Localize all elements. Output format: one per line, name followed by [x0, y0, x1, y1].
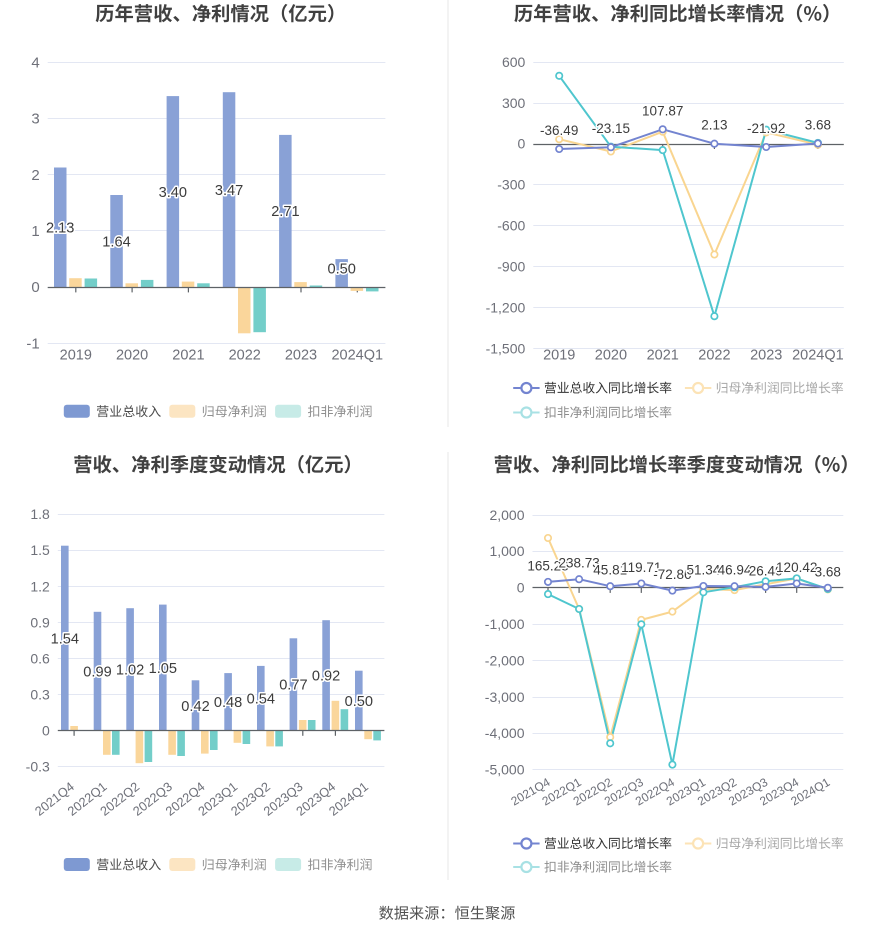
svg-text:45.81: 45.81 [593, 563, 627, 578]
svg-text:4: 4 [31, 54, 39, 71]
svg-text:-21.92: -21.92 [747, 121, 785, 136]
svg-text:0.42: 0.42 [181, 699, 209, 715]
svg-text:165.28: 165.28 [527, 558, 568, 573]
svg-text:1: 1 [31, 223, 39, 240]
svg-text:1.05: 1.05 [149, 661, 177, 677]
svg-text:-600: -600 [497, 218, 525, 234]
svg-text:2019: 2019 [543, 348, 575, 364]
svg-text:3: 3 [31, 111, 39, 128]
svg-text:1.2: 1.2 [30, 578, 50, 594]
svg-text:-300: -300 [497, 177, 525, 193]
svg-text:2023: 2023 [750, 348, 782, 364]
svg-text:0: 0 [42, 723, 50, 739]
svg-text:238.73: 238.73 [558, 556, 599, 571]
svg-text:2.13: 2.13 [701, 118, 727, 133]
svg-text:-900: -900 [497, 259, 525, 275]
svg-text:0.50: 0.50 [327, 262, 355, 278]
svg-text:120.42: 120.42 [776, 560, 817, 575]
svg-text:-1,000: -1,000 [485, 616, 525, 632]
svg-text:0: 0 [517, 580, 525, 596]
svg-text:300: 300 [502, 95, 526, 111]
svg-text:2022: 2022 [229, 348, 261, 364]
svg-text:3.68: 3.68 [815, 564, 841, 579]
svg-text:2,000: 2,000 [489, 507, 524, 523]
svg-text:-0.3: -0.3 [26, 759, 50, 775]
svg-text:2020: 2020 [595, 348, 627, 364]
svg-text:2022: 2022 [698, 348, 730, 364]
svg-text:2021: 2021 [172, 348, 204, 364]
svg-text:-3,000: -3,000 [485, 689, 525, 705]
svg-text:-5,000: -5,000 [485, 762, 525, 778]
svg-text:0.9: 0.9 [30, 614, 50, 630]
svg-text:0.50: 0.50 [345, 694, 373, 710]
svg-text:3.47: 3.47 [215, 183, 243, 199]
svg-text:2021: 2021 [647, 348, 679, 364]
svg-text:-23.15: -23.15 [592, 121, 630, 136]
svg-text:0: 0 [31, 279, 39, 296]
svg-text:0.54: 0.54 [247, 692, 275, 708]
svg-text:-1,500: -1,500 [486, 340, 526, 356]
svg-text:-1,200: -1,200 [486, 299, 526, 315]
svg-text:46.94: 46.94 [718, 563, 752, 578]
svg-text:-2,000: -2,000 [485, 652, 525, 668]
svg-text:0.48: 0.48 [214, 695, 242, 711]
svg-text:2024Q1: 2024Q1 [331, 348, 383, 364]
svg-text:0.99: 0.99 [83, 665, 111, 681]
svg-text:-4,000: -4,000 [485, 725, 525, 741]
svg-text:0.92: 0.92 [312, 669, 340, 685]
svg-text:2019: 2019 [60, 348, 92, 364]
svg-text:3.40: 3.40 [159, 185, 187, 201]
svg-text:1.8: 1.8 [30, 506, 50, 522]
svg-text:0.6: 0.6 [30, 650, 50, 666]
svg-text:1.5: 1.5 [30, 542, 50, 558]
svg-text:26.40: 26.40 [749, 563, 783, 578]
svg-text:51.34: 51.34 [687, 563, 721, 578]
svg-text:1.64: 1.64 [102, 234, 130, 250]
svg-text:1.02: 1.02 [116, 663, 144, 679]
svg-text:1,000: 1,000 [489, 543, 524, 559]
svg-text:600: 600 [502, 54, 526, 70]
svg-text:2.13: 2.13 [46, 221, 74, 237]
svg-text:119.71: 119.71 [621, 560, 661, 575]
svg-text:0.3: 0.3 [30, 687, 50, 703]
svg-text:-72.86: -72.86 [653, 567, 691, 582]
svg-text:0.77: 0.77 [279, 678, 307, 694]
svg-text:2.71: 2.71 [271, 204, 299, 220]
svg-text:2023: 2023 [285, 348, 317, 364]
svg-text:1.54: 1.54 [51, 632, 79, 648]
svg-text:107.87: 107.87 [642, 103, 683, 118]
svg-text:3.68: 3.68 [805, 118, 831, 133]
svg-text:-36.49: -36.49 [540, 123, 578, 138]
svg-text:2024Q1: 2024Q1 [792, 348, 844, 364]
svg-text:-1: -1 [26, 335, 39, 352]
svg-text:2020: 2020 [116, 348, 148, 364]
svg-text:0: 0 [518, 136, 526, 152]
svg-text:2: 2 [31, 167, 39, 184]
